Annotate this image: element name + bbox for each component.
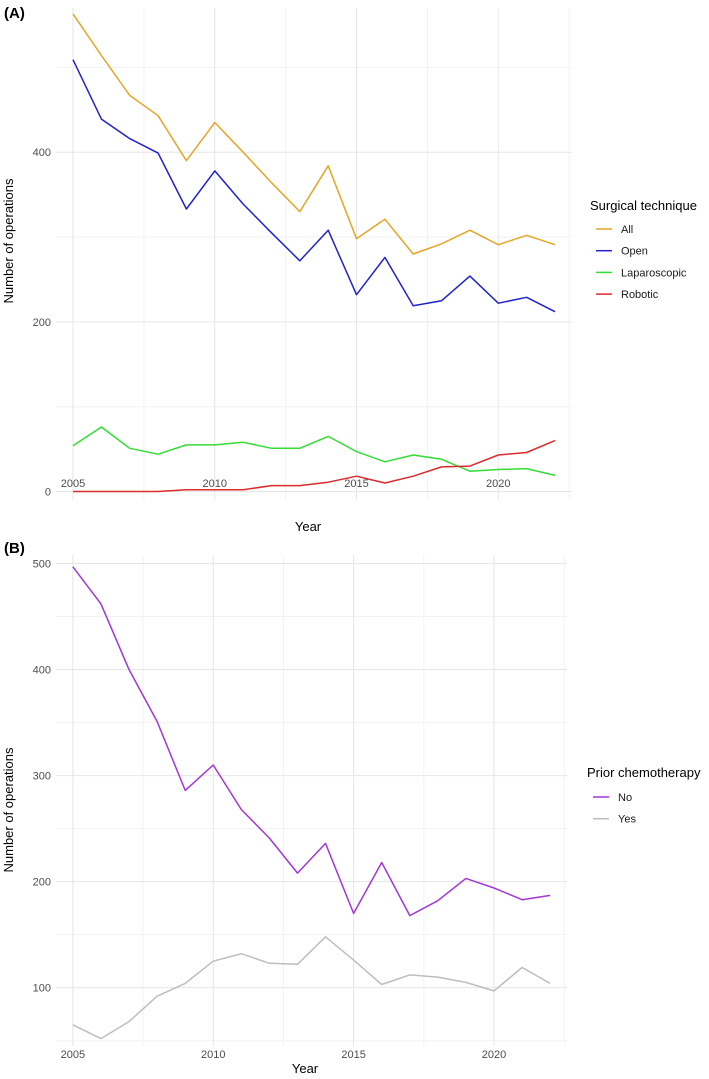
legend-label-robotic: Robotic [621,289,659,301]
series-line-laparoscopic [72,426,556,477]
panel-a-legend: Surgical technique All Open Laparoscopic Ro… [590,198,697,301]
panel-b-x-tick-label: 2015 [341,1049,365,1061]
panel-b-y-tick-label: 200 [33,877,51,889]
panel-a-x-tick-label: 2020 [486,478,510,490]
panel-a-y-tick-label: 200 [33,317,51,329]
panel-a-x-axis-title: Year [295,519,322,534]
panel-a-x-tick-label: 2015 [344,478,368,490]
panel-a-legend-title: Surgical technique [590,198,697,213]
legend-label-no: No [618,792,632,804]
panel-b-legend: Prior chemotherapy No Yes [587,765,701,826]
panel-a-ticks: 2005 2010 2015 2020 0 200 400 [33,147,511,498]
panel-a: (A) 2005 2010 2015 2020 0 200 400 Year Number … [1,5,697,534]
panel-b: (B) 2005 2010 2015 2020 100 200 300 400 500 Year… [1,540,701,1076]
legend-label-open: Open [621,246,648,258]
series-line-all [72,13,556,255]
panel-b-y-tick-label: 500 [33,558,51,570]
panel-a-y-axis-title: Number of operations [1,178,16,304]
panel-a-grid [56,8,572,500]
series-line-open [72,59,556,313]
panel-b-y-tick-label: 300 [33,771,51,783]
panel-b-y-axis-title: Number of operations [1,747,16,873]
series-line-robotic [73,439,556,493]
panel-b-x-axis-title: Year [292,1061,319,1076]
panel-b-grid [56,555,567,1046]
series-line-yes [72,936,551,1040]
panel-b-x-tick-label: 2005 [61,1049,85,1061]
legend-label-all: All [621,224,633,236]
panel-a-label: (A) [4,5,25,22]
panel-a-y-tick-label: 0 [45,487,51,499]
panel-b-legend-title: Prior chemotherapy [587,765,701,780]
panel-b-x-tick-label: 2010 [201,1049,225,1061]
panel-b-x-tick-label: 2020 [482,1049,506,1061]
panel-b-y-tick-label: 400 [33,665,51,677]
legend-label-yes: Yes [618,814,636,826]
panel-a-x-tick-label: 2005 [61,478,85,490]
panel-b-y-tick-label: 100 [33,983,51,995]
panel-a-x-tick-label: 2010 [203,478,227,490]
panel-b-lines [72,566,551,1040]
panel-a-y-tick-label: 400 [33,147,51,159]
panel-b-ticks: 2005 2010 2015 2020 100 200 300 400 500 [33,558,507,1061]
series-line-no [72,566,551,917]
panel-a-lines [72,13,556,493]
panel-b-label: (B) [4,540,25,557]
legend-label-laparoscopic: Laparoscopic [621,267,687,279]
